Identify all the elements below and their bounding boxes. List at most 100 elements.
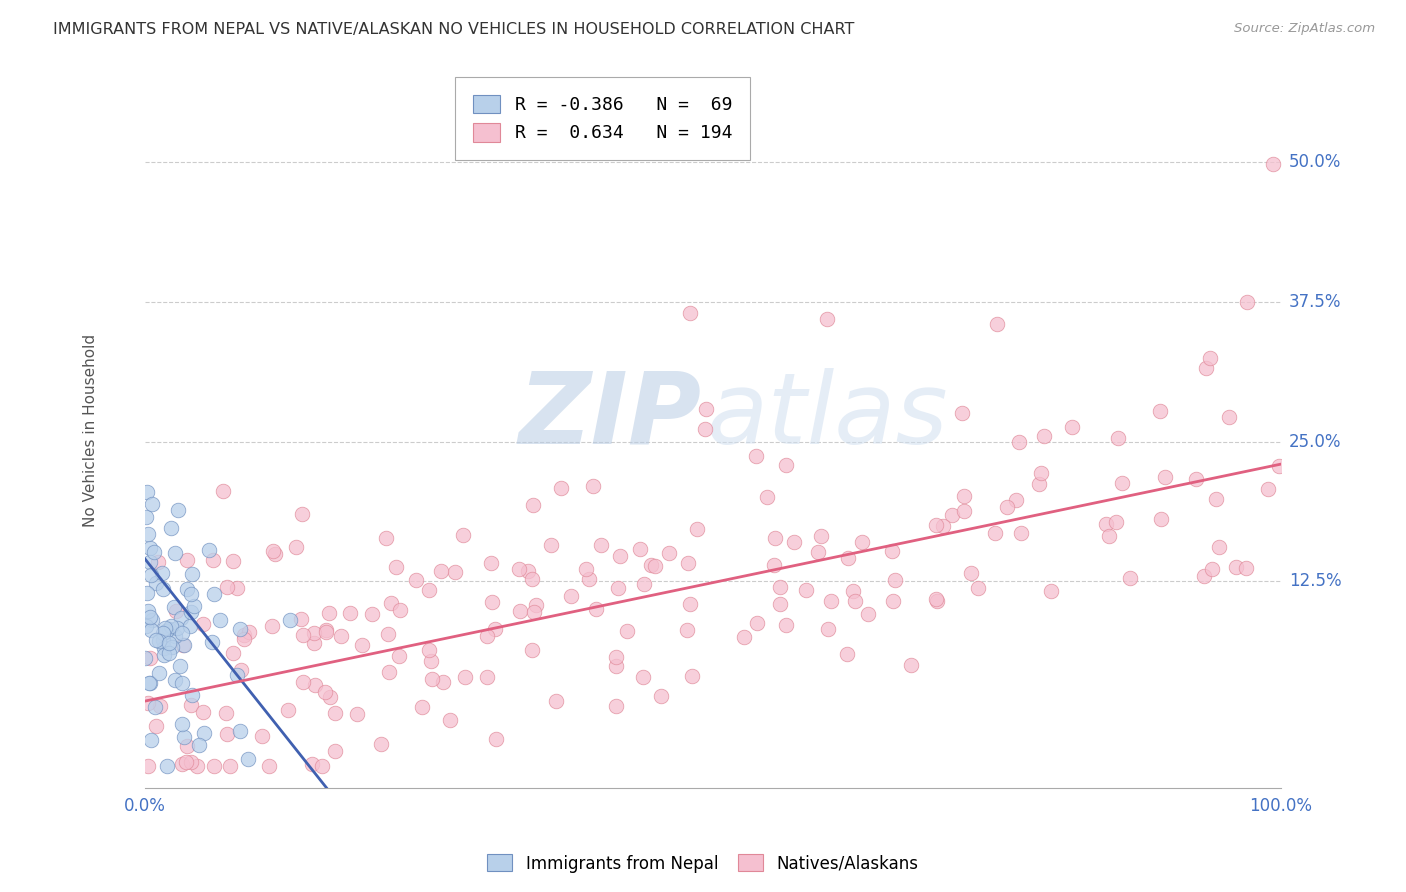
Point <box>733 631 755 645</box>
Point <box>675 624 697 638</box>
Point <box>953 504 976 518</box>
Point <box>953 489 976 503</box>
Point <box>820 593 842 607</box>
Point <box>136 527 159 541</box>
Point <box>157 622 180 636</box>
Point <box>1008 435 1031 450</box>
Point <box>323 744 346 758</box>
Point <box>520 572 543 586</box>
Point <box>141 613 163 627</box>
Point <box>439 714 461 728</box>
Point <box>183 599 205 613</box>
Point <box>215 727 238 741</box>
Point <box>193 616 215 631</box>
Point <box>591 539 613 553</box>
Point <box>229 723 252 738</box>
Point <box>166 621 188 635</box>
Point <box>180 587 202 601</box>
Point <box>180 698 202 712</box>
Point <box>544 694 567 708</box>
Point <box>1154 470 1177 484</box>
Point <box>1060 419 1083 434</box>
Point <box>418 642 440 657</box>
Point <box>679 597 702 611</box>
Point <box>136 696 159 710</box>
Point <box>339 606 361 620</box>
Point <box>252 729 274 743</box>
Point <box>135 619 157 633</box>
Point <box>165 629 187 643</box>
Point <box>315 623 337 637</box>
Point <box>301 756 323 771</box>
Point <box>1225 559 1247 574</box>
Point <box>208 613 231 627</box>
Point <box>1029 466 1052 480</box>
Text: Source: ZipAtlas.com: Source: ZipAtlas.com <box>1234 22 1375 36</box>
Point <box>451 528 474 542</box>
Point <box>581 479 603 493</box>
Point <box>882 593 904 607</box>
Point <box>941 508 963 522</box>
Point <box>605 659 627 673</box>
Point <box>148 665 170 680</box>
Point <box>290 612 312 626</box>
Point <box>524 598 547 612</box>
Point <box>180 756 202 770</box>
Point <box>302 636 325 650</box>
Point <box>262 544 284 558</box>
Point <box>153 621 176 635</box>
Point <box>420 654 443 668</box>
Point <box>280 613 302 627</box>
Point <box>135 510 157 524</box>
Point <box>262 619 284 633</box>
Point <box>193 725 215 739</box>
Point <box>202 759 225 773</box>
Point <box>453 670 475 684</box>
Point <box>141 497 163 511</box>
Point <box>173 638 195 652</box>
Point <box>176 755 198 769</box>
Point <box>176 582 198 597</box>
Point <box>149 699 172 714</box>
Point <box>226 668 249 682</box>
Point <box>315 625 337 640</box>
Point <box>377 665 399 679</box>
Text: 25.0%: 25.0% <box>1289 433 1341 450</box>
Point <box>370 737 392 751</box>
Point <box>509 604 531 618</box>
Point <box>145 632 167 647</box>
Point <box>318 606 340 620</box>
Text: 12.5%: 12.5% <box>1289 573 1341 591</box>
Point <box>609 549 631 563</box>
Point <box>226 581 249 595</box>
Point <box>1236 295 1258 310</box>
Point <box>763 558 786 572</box>
Point <box>352 638 374 652</box>
Point <box>575 562 598 576</box>
Point <box>142 545 165 559</box>
Point <box>284 540 307 554</box>
Point <box>139 568 162 582</box>
Point <box>157 636 180 650</box>
Text: IMMIGRANTS FROM NEPAL VS NATIVE/ALASKAN NO VEHICLES IN HOUSEHOLD CORRELATION CHA: IMMIGRANTS FROM NEPAL VS NATIVE/ALASKAN … <box>53 22 855 37</box>
Point <box>411 700 433 714</box>
Point <box>329 629 352 643</box>
Point <box>264 547 287 561</box>
Point <box>685 522 707 536</box>
Point <box>986 318 1008 332</box>
Point <box>181 567 204 582</box>
Point <box>233 632 256 647</box>
Point <box>323 706 346 720</box>
Point <box>1033 429 1056 443</box>
Point <box>1010 526 1032 541</box>
Point <box>143 700 166 714</box>
Point <box>443 565 465 579</box>
Point <box>479 556 502 570</box>
Point <box>1105 516 1128 530</box>
Point <box>152 625 174 640</box>
Point <box>1111 475 1133 490</box>
Point <box>775 618 797 632</box>
Point <box>346 707 368 722</box>
Point <box>139 555 162 569</box>
Point <box>810 529 832 543</box>
